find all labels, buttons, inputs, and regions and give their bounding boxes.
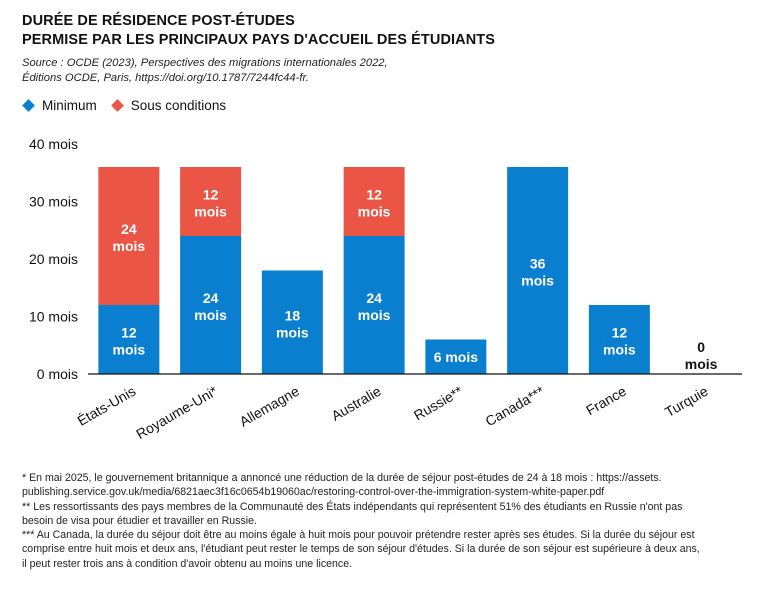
data-label: 24 mois [194, 290, 227, 323]
bar-segment-minimum [180, 236, 242, 374]
source-note: Source : OCDE (2023), Perspectives des m… [22, 56, 388, 86]
data-label: 12 mois [603, 325, 636, 358]
data-label: 36 mois [521, 256, 554, 289]
y-tick-label: 40 mois [29, 136, 78, 152]
bar-segment-minimum [261, 270, 323, 374]
footnotes: * En mai 2025, le gouvernement britanniq… [22, 471, 752, 571]
data-label: 12 mois [194, 187, 227, 220]
title-line-2: PERMISE PAR LES PRINCIPAUX PAYS D'ACCUEI… [22, 32, 496, 48]
legend-conditions-label: Sous conditions [130, 98, 227, 113]
bar-segment-conditions [98, 167, 160, 305]
x-tick-label: États-Unis [74, 383, 138, 429]
data-label: 6 mois [434, 349, 479, 365]
data-label: 18 mois [276, 307, 309, 340]
y-tick-label: 20 mois [29, 251, 78, 267]
footnote-line: comprise entre huit mois et deux ans, l'… [22, 543, 700, 556]
bar-chart: 0 mois 10 mois 20 mois 30 mois 40 mois 12 mois… [29, 136, 742, 442]
data-label: 0 mois [685, 339, 718, 372]
y-tick-label: 10 mois [29, 309, 78, 325]
x-tick-label: Canada*** [482, 382, 547, 429]
bar-segment-minimum [425, 339, 487, 374]
x-tick-label: Royaume-Uni* [133, 382, 220, 442]
data-label: 24 mois [358, 290, 391, 323]
legend-item-conditions: Sous conditions [110, 98, 227, 113]
y-tick-label: 0 mois [37, 366, 78, 382]
bar-segment-minimum [507, 167, 569, 374]
footnote-line: * En mai 2025, le gouvernement britanniq… [22, 472, 662, 484]
bar-segment-minimum [588, 305, 650, 374]
legend: Minimum Sous conditions [22, 98, 240, 113]
source-line-1: Source : OCDE (2023), Perspectives des m… [22, 57, 388, 69]
bar-segment-minimum [98, 305, 160, 374]
data-label: 12 mois [113, 325, 146, 358]
source-line-2: Éditions OCDE, Paris, https://doi.org/10… [22, 72, 309, 84]
x-tick-label: Australie [328, 383, 383, 424]
title-line-1: DURÉE DE RÉSIDENCE POST-ÉTUDES [22, 13, 295, 29]
x-tick-label: Allemagne [237, 383, 302, 430]
legend-item-minimum: Minimum [22, 98, 97, 113]
footnote-line: publishing.service.gov.uk/media/6821aec3… [22, 486, 605, 499]
bar-segment-minimum [343, 236, 405, 374]
footnote-line: *** Au Canada, la durée du séjour doit ê… [22, 529, 695, 542]
legend-minimum-label: Minimum [42, 98, 97, 113]
y-tick-label: 30 mois [29, 194, 78, 210]
footnote-line: il peut rester trois ans à condition d'a… [22, 557, 353, 570]
data-label: 12 mois [358, 187, 391, 220]
legend-conditions-diamond-icon [110, 99, 124, 112]
bar-segment-conditions [343, 167, 405, 236]
legend-minimum-diamond-icon [22, 99, 35, 112]
chart-title: DURÉE DE RÉSIDENCE POST-ÉTUDES PERMISE P… [22, 12, 495, 50]
x-tick-label: Turquie [662, 383, 711, 420]
x-tick-label: France [583, 383, 629, 419]
footnote-line: ** Les ressortissants des pays membres d… [22, 500, 683, 513]
x-tick-label: Russie** [411, 382, 466, 423]
footnote-line: besoin de visa pour étudier et travaille… [22, 514, 257, 527]
data-label: 24 mois [113, 221, 146, 254]
bar-segment-conditions [180, 167, 242, 236]
